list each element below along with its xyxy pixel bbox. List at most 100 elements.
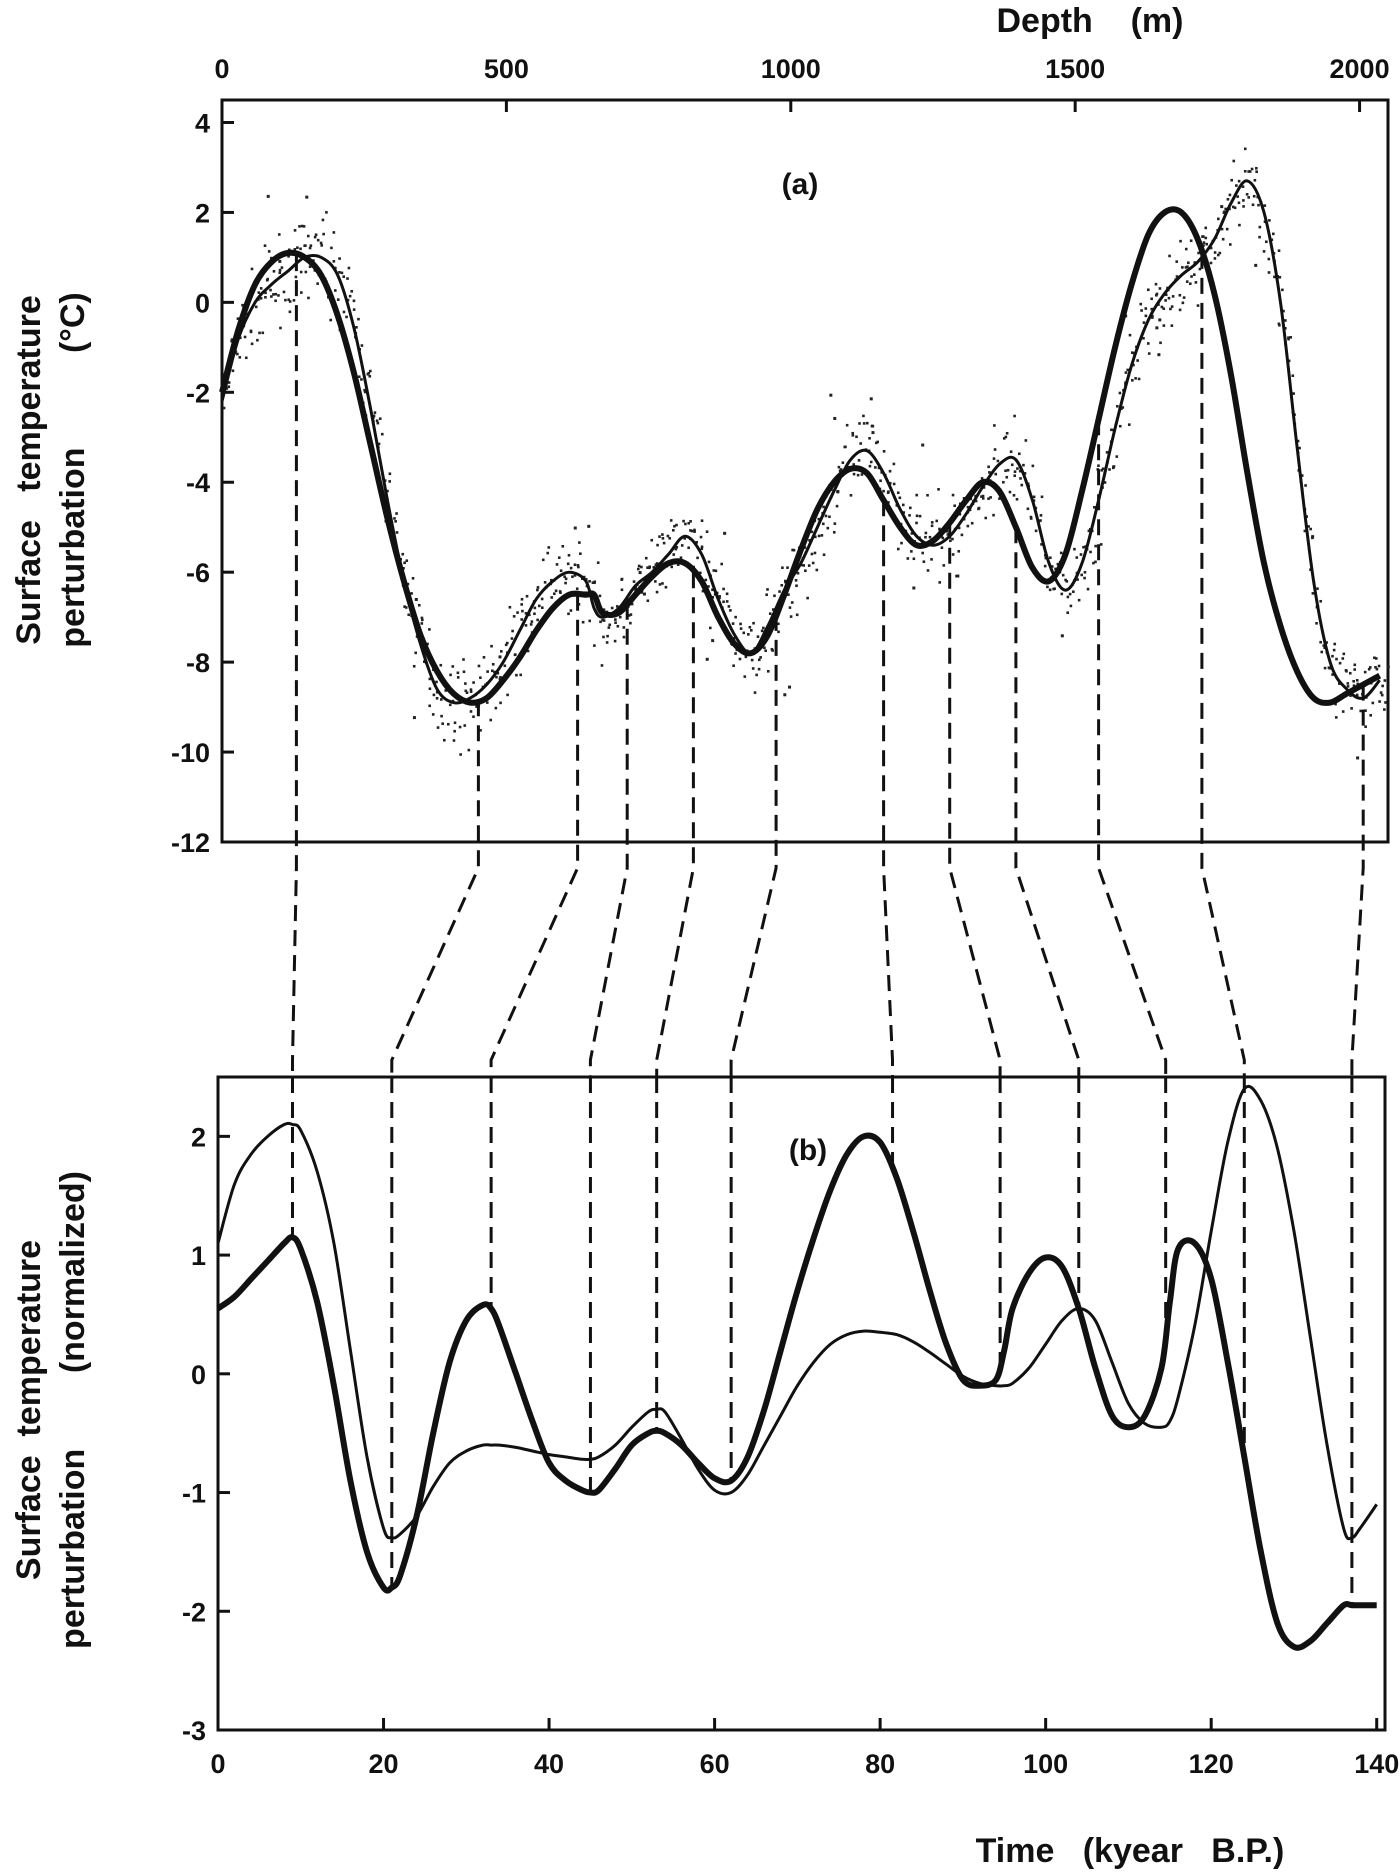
scatter-point xyxy=(601,618,604,622)
panel-a-y-tick-label: -8 xyxy=(186,648,210,678)
scatter-point xyxy=(1236,195,1239,198)
scatter-point xyxy=(634,586,638,590)
scatter-point xyxy=(1213,257,1217,260)
panel-b-y-tick-label: -1 xyxy=(182,1479,206,1509)
scatter-point xyxy=(616,624,620,628)
scatter-point xyxy=(1112,465,1116,468)
scatter-point xyxy=(757,658,761,662)
scatter-point xyxy=(666,534,670,538)
scatter-point xyxy=(414,651,417,655)
scatter-point xyxy=(994,472,998,476)
scatter-point xyxy=(868,464,872,468)
scatter-point xyxy=(817,534,821,538)
scatter-point xyxy=(516,611,519,614)
scatter-point-outlier xyxy=(833,416,837,420)
panel-b-series xyxy=(216,1084,1378,1651)
scatter-point-outlier xyxy=(829,393,833,397)
scatter-point xyxy=(1368,666,1372,669)
scatter-point xyxy=(1250,167,1254,171)
scatter-point-outlier xyxy=(1155,326,1159,330)
scatter-point xyxy=(1179,239,1182,243)
scatter-point xyxy=(669,519,673,522)
scatter-point xyxy=(1377,664,1381,668)
scatter-point xyxy=(630,602,634,606)
scatter-point xyxy=(1304,484,1307,487)
scatter-point xyxy=(747,633,750,636)
scatter-point xyxy=(707,560,711,564)
scatter-point xyxy=(449,673,452,677)
scatter-point xyxy=(1072,590,1075,593)
scatter-point xyxy=(806,596,809,600)
scatter-point xyxy=(869,460,873,464)
scatter-point xyxy=(489,718,493,722)
scatter-point xyxy=(428,687,432,691)
scatter-point xyxy=(1281,288,1284,292)
scatter-point xyxy=(910,550,913,553)
scatter-point xyxy=(1182,296,1186,299)
scatter-point xyxy=(794,579,798,582)
scatter-point xyxy=(700,545,704,549)
scatter-point xyxy=(456,671,460,675)
panel-a-y-axis: 4 2 0 -2 -4 -6 -8 -10 -12 xyxy=(171,108,234,858)
scatter-point xyxy=(521,609,524,613)
panel-b-frame xyxy=(216,1075,1387,1732)
scatter-point xyxy=(267,250,271,253)
scatter-point xyxy=(1089,550,1092,554)
scatter-point xyxy=(440,714,443,718)
scatter-point xyxy=(278,268,282,272)
scatter-point xyxy=(756,635,760,638)
panel-b-series-thin xyxy=(216,1084,1378,1541)
panel-b-y-tick-label: 1 xyxy=(191,1241,206,1271)
scatter-point xyxy=(464,689,468,693)
scatter-point xyxy=(1228,243,1232,246)
scatter-point xyxy=(598,594,602,598)
scatter-point xyxy=(557,556,561,559)
scatter-point xyxy=(1144,314,1148,318)
scatter-point xyxy=(1201,235,1205,238)
scatter-point xyxy=(606,634,609,638)
scatter-point xyxy=(428,704,431,708)
scatter-point xyxy=(620,578,623,581)
panel-a-y-title: Surface temperature perturbation (°C) xyxy=(10,292,92,647)
panel-a-y-title-line-1: Surface temperature xyxy=(10,295,48,645)
scatter-point xyxy=(329,318,332,322)
scatter-point-outlier xyxy=(1254,263,1258,267)
scatter-point-outlier xyxy=(723,531,727,535)
scatter-point xyxy=(860,473,864,476)
scatter-point xyxy=(1189,239,1193,243)
scatter-point xyxy=(602,635,605,639)
scatter-point xyxy=(1018,469,1022,473)
scatter-point xyxy=(1190,275,1193,278)
scatter-point xyxy=(1019,477,1022,480)
time-tick-label: 60 xyxy=(700,1749,730,1779)
scatter-point xyxy=(712,569,716,572)
scatter-point xyxy=(446,722,450,726)
scatter-point xyxy=(395,512,398,515)
scatter-point xyxy=(225,387,229,390)
scatter-point xyxy=(1155,292,1159,296)
scatter-point xyxy=(1008,490,1012,494)
scatter-point xyxy=(1136,359,1139,362)
scatter-point xyxy=(718,596,721,600)
scatter-point xyxy=(1061,573,1065,577)
scatter-point xyxy=(753,691,757,694)
scatter-point xyxy=(656,543,659,547)
depth-tick-label: 500 xyxy=(484,54,529,84)
scatter-point xyxy=(238,356,242,359)
scatter-point xyxy=(1196,304,1200,307)
scatter-point xyxy=(1364,709,1367,712)
scatter-point xyxy=(714,569,718,573)
scatter-point xyxy=(499,675,502,679)
scatter-point xyxy=(469,690,473,693)
scatter-point xyxy=(243,335,247,339)
scatter-point xyxy=(839,468,843,471)
scatter-point xyxy=(1383,708,1386,711)
scatter-point xyxy=(241,303,244,307)
scatter-point xyxy=(499,650,503,653)
scatter-point xyxy=(599,620,602,624)
scatter-point xyxy=(1082,545,1085,549)
panel-a-label: (a) xyxy=(782,168,819,201)
scatter-point-outlier xyxy=(498,655,502,659)
scatter-point xyxy=(342,310,346,314)
scatter-point xyxy=(874,466,877,469)
